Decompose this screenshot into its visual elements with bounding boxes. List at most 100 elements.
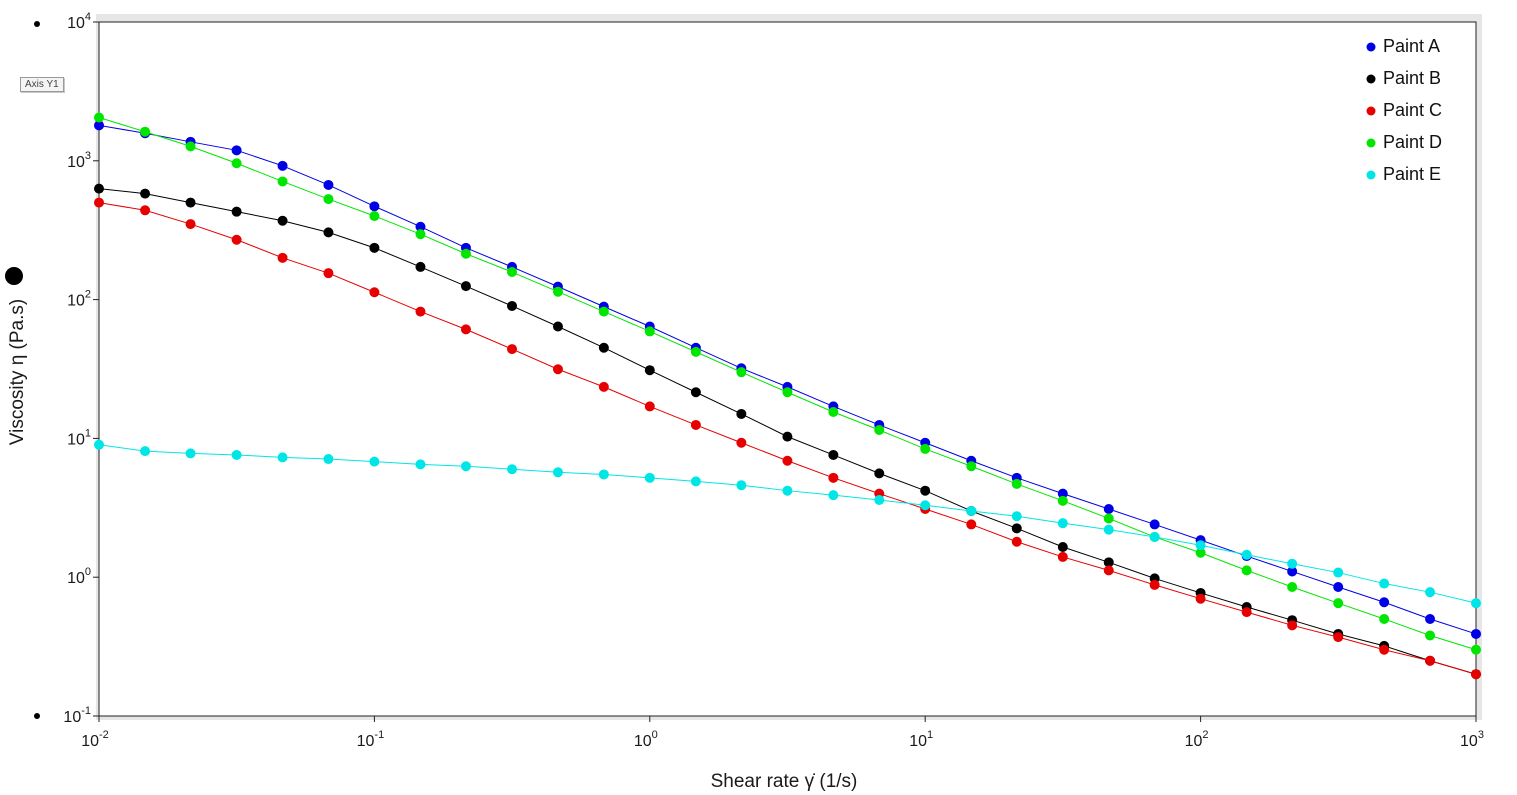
data-point — [598, 381, 609, 392]
series-paint-c — [94, 197, 1481, 680]
data-point — [1379, 597, 1390, 608]
data-point — [1149, 579, 1160, 590]
data-point — [323, 227, 334, 238]
data-point — [1287, 581, 1298, 592]
data-point — [1379, 644, 1390, 655]
data-point — [736, 437, 747, 448]
data-point — [1103, 565, 1114, 576]
legend-marker — [1366, 74, 1376, 84]
data-point — [828, 472, 839, 483]
data-point — [1333, 632, 1344, 643]
data-point — [920, 443, 931, 454]
legend-label: Paint E — [1383, 164, 1441, 184]
data-point — [1103, 513, 1114, 524]
data-point — [231, 449, 242, 460]
legend-label: Paint D — [1383, 132, 1442, 152]
data-point — [644, 472, 655, 483]
data-point — [94, 120, 104, 131]
data-point — [1241, 565, 1252, 576]
data-point — [460, 461, 471, 472]
x-tick-label: 103 — [1460, 729, 1484, 750]
axis-ticks: 10-2 10-1 100 101 102 103 10-1 100 101 102 103 104 — [34, 11, 1484, 750]
data-point — [277, 176, 288, 187]
data-point — [1471, 669, 1481, 680]
data-point — [231, 206, 242, 217]
legend-marker — [1366, 138, 1376, 148]
data-point — [231, 234, 242, 245]
axis-titles: Shear rate γ̇ (1/s) Viscosity η (Pa.s) — [5, 267, 857, 792]
data-point — [920, 485, 931, 496]
data-point — [1471, 644, 1481, 655]
data-point — [1333, 598, 1344, 609]
data-point — [782, 431, 793, 442]
data-point — [1195, 593, 1206, 604]
data-point — [552, 467, 563, 478]
legend-label: Paint B — [1383, 68, 1441, 88]
data-point — [644, 401, 655, 412]
data-point — [552, 364, 563, 375]
data-point — [460, 324, 471, 335]
data-point — [828, 490, 839, 501]
data-point — [690, 419, 701, 430]
data-point — [644, 326, 655, 337]
legend: Paint A Paint B Paint C Paint D Paint E — [1366, 36, 1442, 184]
data-point — [1425, 630, 1436, 641]
data-point — [140, 205, 151, 216]
data-point — [1287, 566, 1298, 577]
series-paint-e — [94, 439, 1481, 609]
data-point — [828, 406, 839, 417]
data-point — [277, 160, 288, 171]
legend-label: Paint C — [1383, 100, 1442, 120]
data-point — [1011, 523, 1022, 534]
axis-y1-tag[interactable]: Axis Y1 — [20, 77, 64, 92]
data-point — [323, 194, 334, 205]
y-axis-bottom-dot — [34, 713, 40, 719]
data-point — [185, 197, 196, 208]
y-axis-series-marker — [5, 267, 23, 285]
data-point — [828, 449, 839, 460]
data-point — [782, 485, 793, 496]
data-point — [415, 221, 426, 232]
data-point — [1241, 549, 1252, 560]
data-point — [94, 112, 104, 123]
data-point — [1057, 551, 1068, 562]
data-point — [507, 344, 518, 355]
data-point — [369, 201, 380, 212]
data-point — [598, 342, 609, 353]
y-tick-label: 101 — [67, 427, 91, 448]
data-point — [1011, 536, 1022, 547]
data-point — [415, 229, 426, 240]
y-tick-label: 100 — [67, 566, 91, 587]
y-tick-label: 103 — [67, 150, 91, 171]
data-point — [1471, 598, 1481, 609]
legend-marker — [1366, 106, 1376, 116]
data-point — [369, 211, 380, 222]
data-point — [1057, 542, 1068, 553]
y-tick-label: 104 — [67, 11, 91, 32]
data-point — [874, 494, 885, 505]
data-point — [736, 367, 747, 378]
y-axis-top-dot — [34, 21, 40, 27]
data-point — [966, 519, 977, 530]
data-series — [94, 112, 1481, 680]
data-point — [736, 408, 747, 419]
data-point — [1103, 524, 1114, 535]
data-point — [736, 480, 747, 491]
data-point — [185, 448, 196, 459]
x-axis-title: Shear rate γ̇ (1/s) — [711, 771, 858, 792]
data-point — [94, 197, 104, 208]
x-tick-label: 102 — [1185, 729, 1209, 750]
data-point — [369, 456, 380, 467]
data-point — [690, 476, 701, 487]
data-point — [185, 219, 196, 230]
data-point — [1379, 578, 1390, 589]
y-tick-label: 102 — [67, 289, 91, 310]
data-point — [369, 287, 380, 298]
data-point — [507, 300, 518, 311]
data-point — [415, 306, 426, 317]
x-tick-label: 10-1 — [357, 729, 385, 750]
data-point — [966, 505, 977, 516]
data-point — [369, 242, 380, 253]
data-point — [1195, 540, 1206, 551]
